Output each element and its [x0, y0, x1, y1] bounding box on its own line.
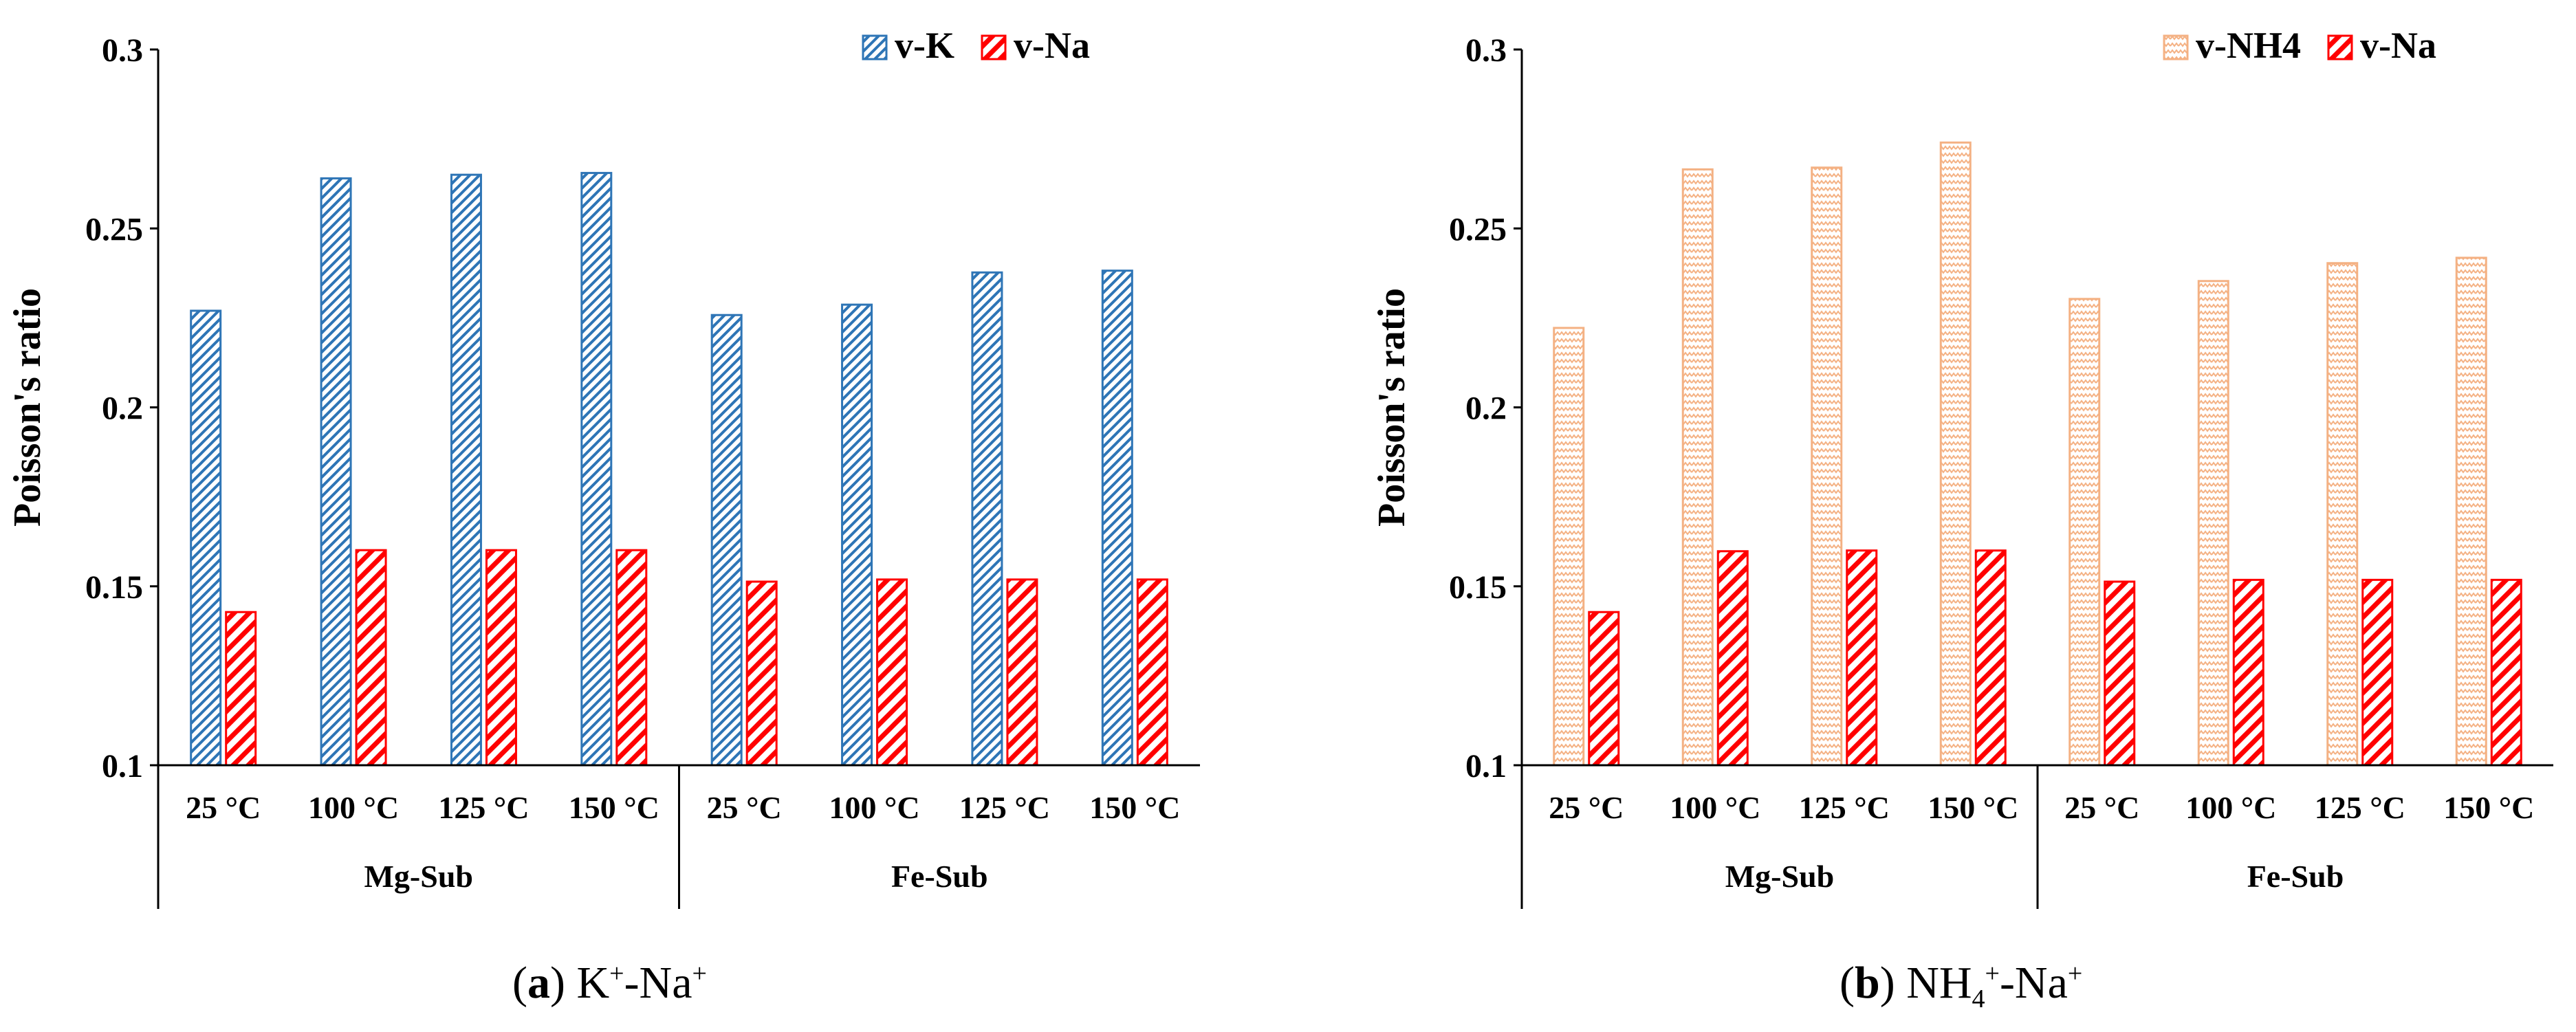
bar-v-Na-6	[2361, 578, 2394, 767]
bar-v-Na-3	[615, 549, 648, 767]
group-label: Fe-Sub	[891, 859, 988, 894]
caption-b-sub1: 4	[1972, 985, 1985, 1014]
caption-b-sup2: +	[2067, 959, 2083, 988]
bar-v-NH4-6	[2326, 262, 2359, 767]
y-tick-label: 0.3	[1465, 32, 1507, 69]
x-tick-label: 125 °C	[959, 790, 1050, 825]
y-tick-label: 0.2	[1465, 391, 1507, 427]
legend-label-v-NH4: v-NH4	[2196, 25, 2301, 66]
bar-v-Na-7	[1136, 578, 1168, 767]
y-tick-label: 0.2	[102, 391, 143, 427]
group-label: Fe-Sub	[2247, 859, 2344, 894]
bar-v-Na-6	[1006, 578, 1038, 767]
bar-v-Na-7	[2490, 578, 2522, 767]
bar-v-K-6	[971, 271, 1003, 767]
x-tick-label: 150 °C	[569, 790, 659, 825]
legend-swatch-v-K	[862, 34, 888, 61]
caption-a-text1: K	[565, 958, 610, 1008]
caption-b-letter: b	[1854, 958, 1880, 1008]
legend-swatch-v-Na	[981, 34, 1007, 61]
y-tick-label: 0.25	[85, 211, 143, 248]
caption-a-letter: a	[527, 958, 550, 1008]
bar-v-Na-5	[2232, 578, 2264, 767]
caption-b-text1: NH	[1895, 958, 1972, 1008]
legend-label-v-Na: v-Na	[2360, 25, 2436, 66]
bar-v-NH4-3	[1939, 141, 1972, 767]
bar-v-Na-2	[485, 549, 517, 767]
bar-v-NH4-1	[1681, 168, 1714, 767]
x-tick-label: 25 °C	[1549, 790, 1624, 825]
x-tick-label: 100 °C	[308, 790, 399, 825]
caption-b: (b) NH4+-Na+	[1840, 958, 2083, 1014]
caption-b-text2: -Na	[1999, 958, 2068, 1008]
bar-v-K-2	[450, 173, 482, 767]
bar-v-Na-0	[225, 611, 257, 767]
bar-v-Na-0	[1588, 611, 1620, 767]
bar-v-K-4	[710, 314, 743, 767]
bar-v-NH4-5	[2197, 280, 2229, 767]
caption-b-sup1: +	[1985, 959, 2000, 988]
bar-v-Na-2	[1846, 549, 1878, 767]
bar-v-NH4-0	[1553, 327, 1585, 767]
x-tick-label: 100 °C	[2185, 790, 2276, 825]
x-tick-label: 100 °C	[829, 790, 920, 825]
bar-v-NH4-2	[1811, 166, 1843, 767]
legend-swatch-v-NH4	[2163, 34, 2189, 61]
x-tick-label: 25 °C	[186, 790, 261, 825]
bar-v-K-0	[190, 309, 222, 767]
chart-panel-a: 0.1 0.15 0.2 0.25 0.3 Poisson's ratio 25 °C 100…	[6, 25, 1200, 909]
group-label: Mg-Sub	[1725, 859, 1834, 894]
x-tick-label: 125 °C	[1799, 790, 1890, 825]
x-tick-label: 100 °C	[1670, 790, 1760, 825]
y-tick-label: 0.1	[1465, 748, 1507, 784]
x-tick-label: 150 °C	[1928, 790, 2018, 825]
x-tick-label: 150 °C	[2443, 790, 2534, 825]
legend-swatch-v-Na	[2327, 34, 2353, 61]
y-tick-label: 0.3	[102, 32, 143, 69]
bar-v-NH4-7	[2455, 256, 2487, 767]
bar-v-K-1	[320, 177, 352, 767]
y-tick-label: 0.15	[1449, 569, 1507, 606]
x-tick-label: 125 °C	[438, 790, 529, 825]
y-tick-label: 0.25	[1449, 211, 1507, 248]
bar-v-Na-4	[745, 580, 778, 767]
bar-v-Na-5	[876, 578, 908, 767]
bar-v-Na-1	[1716, 550, 1749, 767]
x-tick-label: 125 °C	[2315, 790, 2405, 825]
group-label: Mg-Sub	[364, 859, 473, 894]
legend-label-v-Na: v-Na	[1014, 25, 1090, 66]
bar-v-K-5	[841, 303, 873, 767]
y-axis-title: Poisson's ratio	[6, 288, 49, 527]
bar-v-Na-3	[1974, 549, 2007, 767]
bar-v-K-3	[580, 172, 613, 767]
y-tick-label: 0.15	[85, 569, 143, 606]
bar-v-NH4-4	[2069, 298, 2101, 767]
caption-a-sup2: +	[692, 959, 707, 988]
caption-a: (a) K+-Na+	[512, 958, 707, 1008]
bar-v-K-7	[1101, 270, 1133, 767]
x-tick-label: 25 °C	[707, 790, 782, 825]
caption-a-text2: -Na	[624, 958, 692, 1008]
chart-panel-b: 0.1 0.15 0.2 0.25 0.3 Poisson's ratio 25 °C 100…	[1371, 25, 2553, 909]
y-axis-title: Poisson's ratio	[1371, 288, 1413, 527]
y-tick-label: 0.1	[102, 748, 143, 784]
bar-v-Na-1	[355, 549, 387, 767]
caption-a-sup1: +	[609, 959, 624, 988]
x-tick-label: 25 °C	[2064, 790, 2139, 825]
legend-label-v-K: v-K	[895, 25, 954, 66]
bar-v-Na-4	[2104, 580, 2136, 767]
x-tick-label: 150 °C	[1089, 790, 1180, 825]
